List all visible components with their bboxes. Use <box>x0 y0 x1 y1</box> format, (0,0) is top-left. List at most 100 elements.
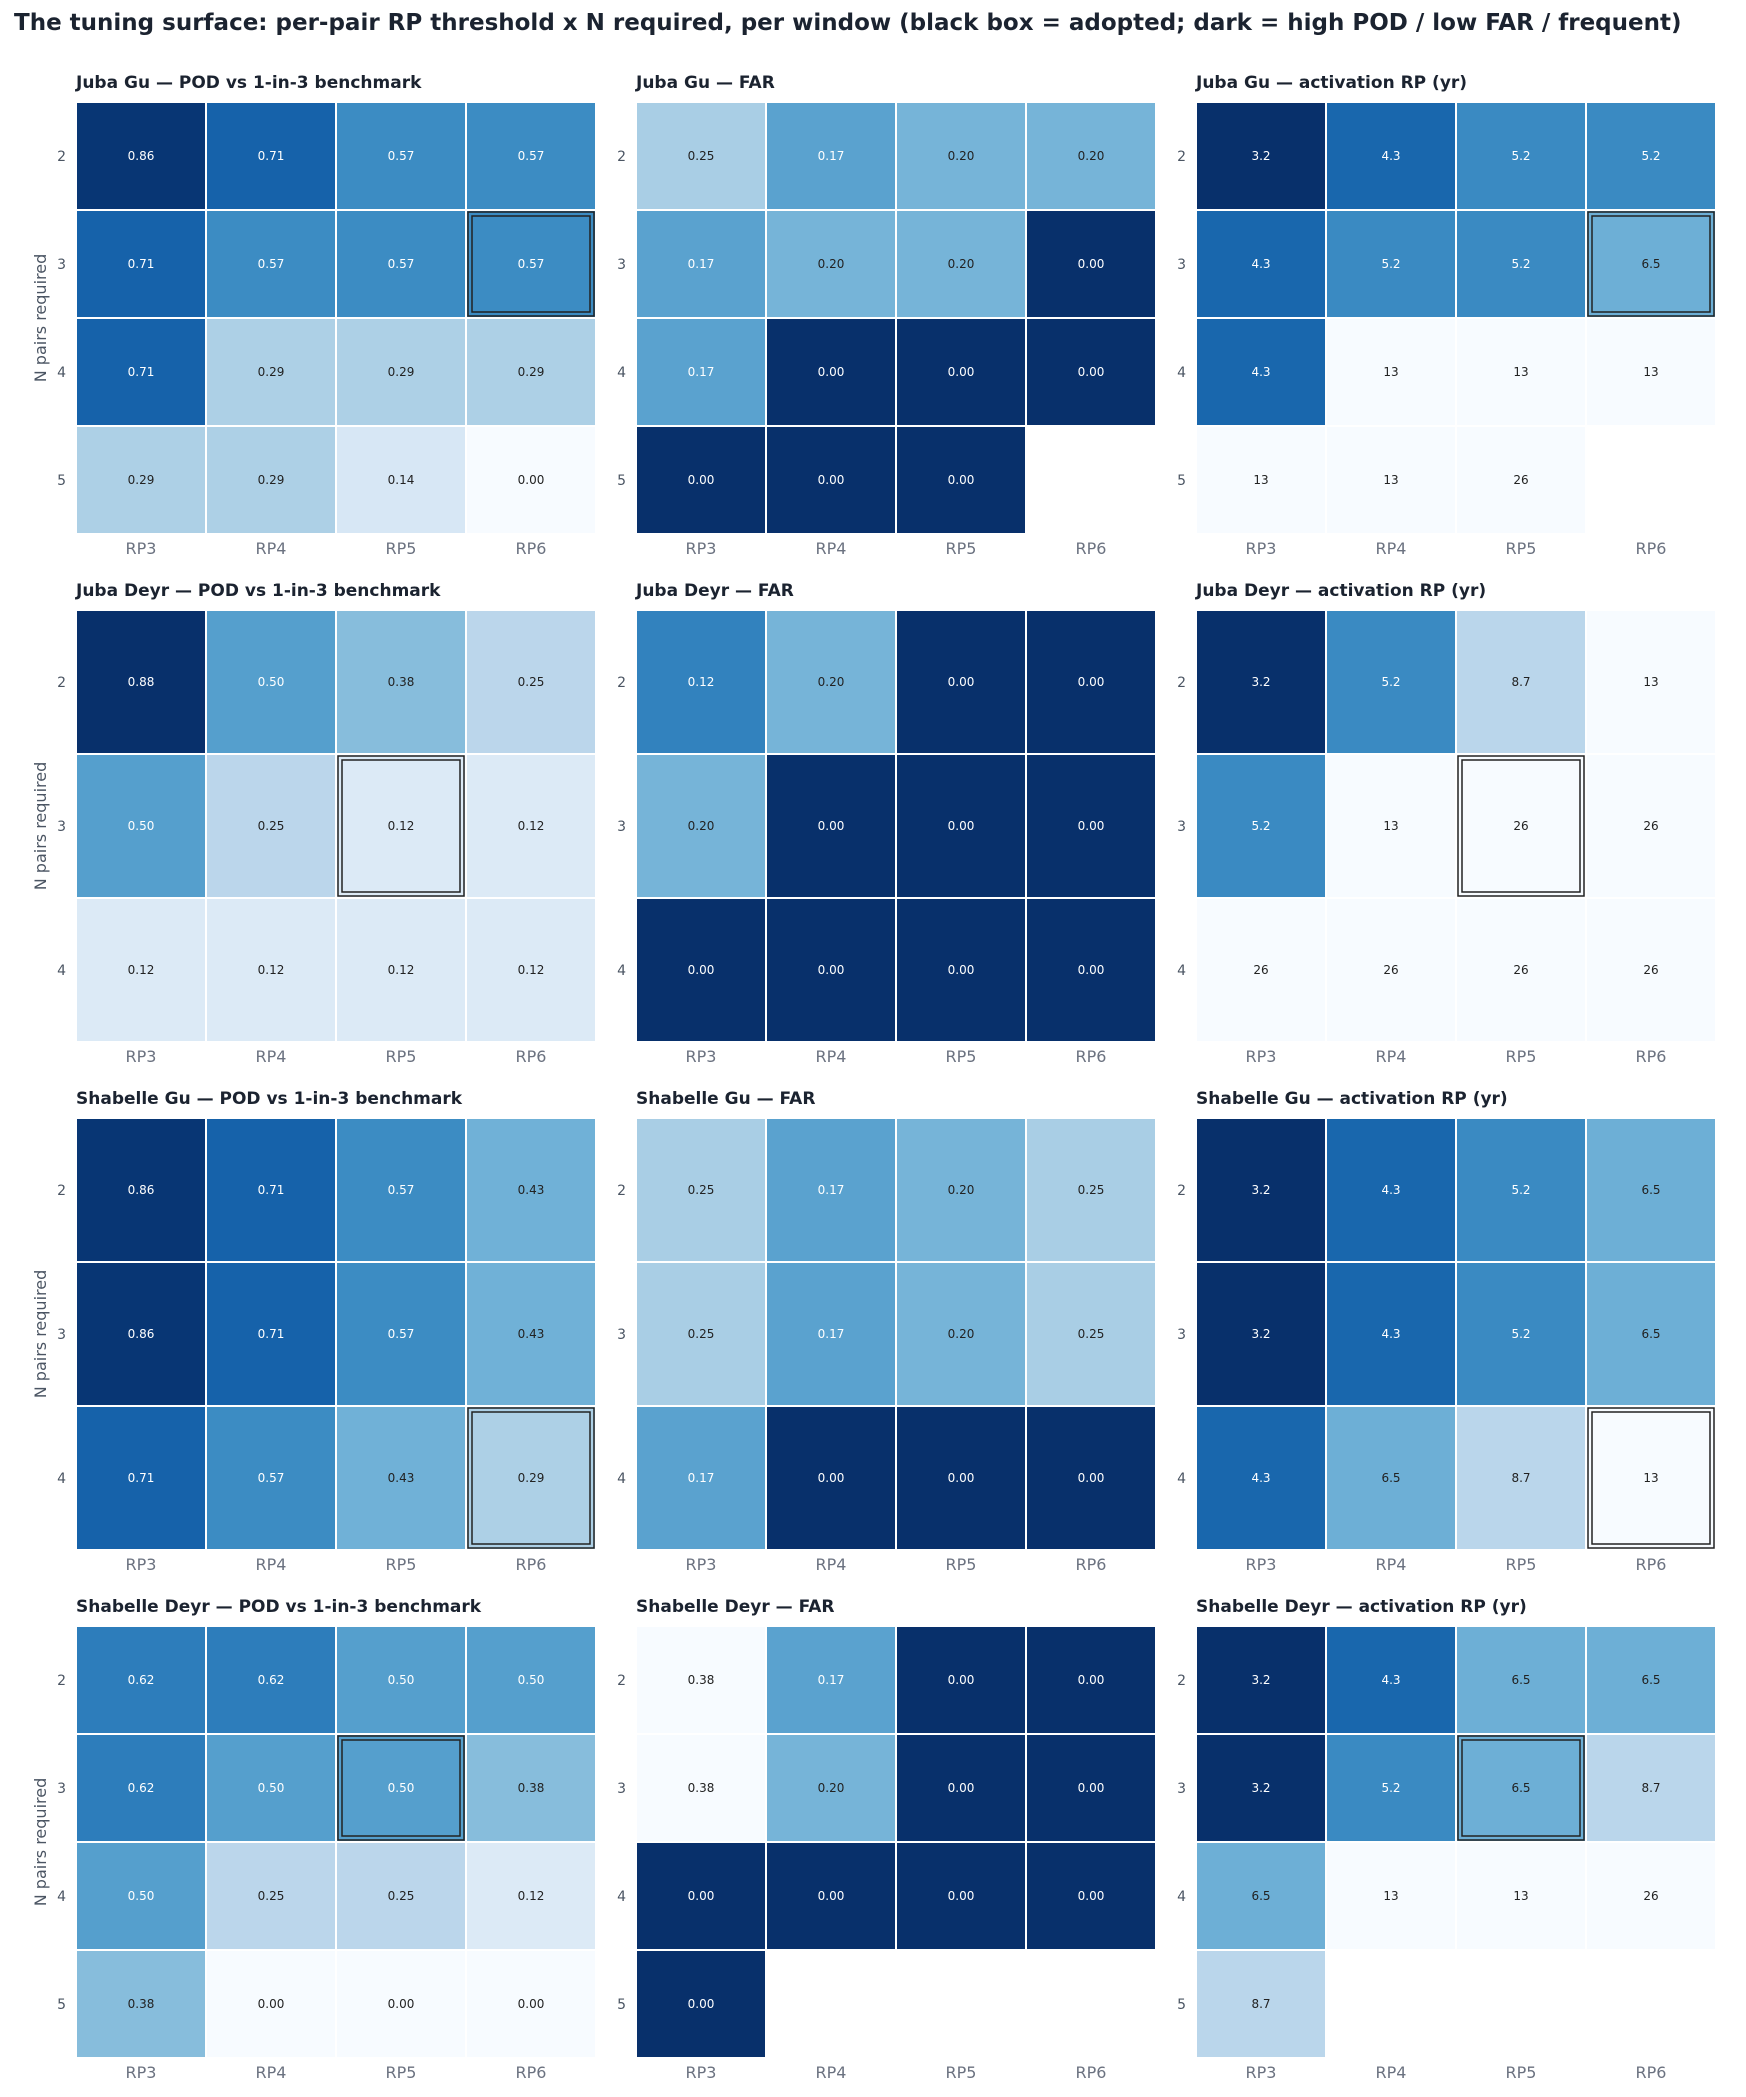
y-tick-label: 3 <box>1177 1327 1186 1343</box>
heatmap-cell <box>75 425 207 535</box>
cell-value-label: 0.12 <box>128 963 155 977</box>
heatmap-cell <box>635 1117 767 1263</box>
cell-value-label: 0.86 <box>128 1327 155 1341</box>
cell-value-label: 0.00 <box>688 963 715 977</box>
heatmap-cell <box>1025 1405 1157 1551</box>
heatmap-cell <box>1195 425 1327 535</box>
heatmap-cell <box>1195 1405 1327 1551</box>
cell-value-label: 0.57 <box>258 257 285 271</box>
cell-value-label: 0.00 <box>948 1673 975 1687</box>
heatmap-cell <box>465 1117 597 1263</box>
heatmap-cell <box>205 1949 337 2059</box>
adopted-box-inner <box>1591 215 1711 313</box>
x-tick-label: RP4 <box>816 1555 847 1574</box>
cell-value-label: 0.25 <box>518 675 545 689</box>
x-tick-label: RP5 <box>1506 1555 1537 1574</box>
panel-title: Shabelle Gu — FAR <box>636 1089 815 1109</box>
y-tick-label: 3 <box>617 257 626 273</box>
cell-value-label: 4.3 <box>1251 257 1270 271</box>
heatmap-cell <box>765 1261 897 1407</box>
cell-value-label: 26 <box>1513 819 1528 833</box>
heatmap-cell <box>895 897 1027 1043</box>
y-tick-label: 4 <box>57 963 66 979</box>
heatmap-cell <box>465 1733 597 1843</box>
x-tick-label: RP4 <box>1376 2063 1407 2082</box>
heatmap-cell <box>635 425 767 535</box>
x-tick-label: RP3 <box>686 1555 717 1574</box>
x-tick-label: RP6 <box>516 539 547 558</box>
y-tick-label: 5 <box>57 473 66 489</box>
cell-value-label: 4.3 <box>1251 365 1270 379</box>
cell-value-label: 0.25 <box>688 1327 715 1341</box>
heatmap-cell <box>1325 425 1457 535</box>
cell-value-label: 4.3 <box>1381 149 1400 163</box>
cell-value-label: 0.43 <box>388 1471 415 1485</box>
adopted-box <box>1457 755 1585 897</box>
cell-value-label: 26 <box>1643 1889 1658 1903</box>
heatmap-cell <box>635 101 767 211</box>
heatmap-cell <box>1455 1625 1587 1735</box>
cell-value-label: 0.17 <box>818 149 845 163</box>
cell-value-label: 0.57 <box>518 149 545 163</box>
y-tick-label: 2 <box>617 675 626 691</box>
heatmap-cell <box>465 1261 597 1407</box>
heatmap-cell <box>1025 1625 1157 1735</box>
cell-value-label: 0.00 <box>818 1471 845 1485</box>
x-tick-label: RP5 <box>386 1047 417 1066</box>
cell-value-label: 13 <box>1383 1889 1398 1903</box>
x-tick-label: RP4 <box>1376 539 1407 558</box>
cell-value-label: 0.12 <box>388 963 415 977</box>
cell-value-label: 0.71 <box>128 365 155 379</box>
cell-value-label: 0.20 <box>818 1781 845 1795</box>
cell-value-label: 0.57 <box>388 257 415 271</box>
cell-value-label: 0.71 <box>128 257 155 271</box>
heatmap-cell <box>205 317 337 427</box>
heatmap-cell <box>895 609 1027 755</box>
cell-value-label: 6.5 <box>1251 1889 1270 1903</box>
heatmap-cell <box>1195 609 1327 755</box>
adopted-box <box>337 755 465 897</box>
x-tick-label: RP3 <box>686 2063 717 2082</box>
heatmap-cell <box>465 1625 597 1735</box>
heatmap-cell <box>75 1841 207 1951</box>
heatmap-cell <box>1025 317 1157 427</box>
cell-value-label: 0.38 <box>128 1997 155 2011</box>
cell-value-label: 5.2 <box>1511 257 1530 271</box>
heatmap-cell <box>895 1841 1027 1951</box>
cell-value-label: 0.29 <box>518 365 545 379</box>
cell-value-label: 0.00 <box>948 963 975 977</box>
cell-value-label: 0.71 <box>258 149 285 163</box>
heatmap-cell <box>75 1261 207 1407</box>
x-tick-label: RP4 <box>256 539 287 558</box>
heatmap-cell <box>1195 1949 1327 2059</box>
heatmap-cell <box>895 425 1027 535</box>
adopted-box-inner <box>1461 759 1581 893</box>
cell-value-label: 0.17 <box>688 365 715 379</box>
heatmap-cell <box>1455 1261 1587 1407</box>
x-tick-label: RP5 <box>1506 2063 1537 2082</box>
cell-value-label: 0.57 <box>258 1471 285 1485</box>
cell-value-label: 0.20 <box>1078 149 1105 163</box>
x-tick-label: RP4 <box>256 1047 287 1066</box>
panel-title: Juba Gu — FAR <box>635 73 775 93</box>
heatmap-cell <box>335 1625 467 1735</box>
adopted-box <box>1587 1407 1715 1549</box>
cell-value-label: 6.5 <box>1381 1471 1400 1485</box>
cell-value-label: 0.00 <box>1078 257 1105 271</box>
cell-value-label: 3.2 <box>1251 1327 1270 1341</box>
heatmap-cell <box>205 1625 337 1735</box>
cell-value-label: 0.43 <box>518 1183 545 1197</box>
cell-value-label: 0.00 <box>818 819 845 833</box>
x-tick-label: RP4 <box>1376 1555 1407 1574</box>
adopted-box <box>467 211 595 317</box>
y-tick-label: 3 <box>1177 1781 1186 1797</box>
panel-title: Shabelle Deyr — activation RP (yr) <box>1196 1597 1527 1617</box>
panel-title: Juba Deyr — FAR <box>635 581 794 601</box>
x-tick-label: RP4 <box>256 2063 287 2082</box>
cell-value-label: 5.2 <box>1381 675 1400 689</box>
cell-value-label: 0.62 <box>128 1673 155 1687</box>
cell-value-label: 0.00 <box>948 1781 975 1795</box>
cell-value-label: 0.00 <box>258 1997 285 2011</box>
panel-title: Shabelle Gu — POD vs 1-in-3 benchmark <box>76 1089 463 1109</box>
cell-value-label: 13 <box>1383 365 1398 379</box>
